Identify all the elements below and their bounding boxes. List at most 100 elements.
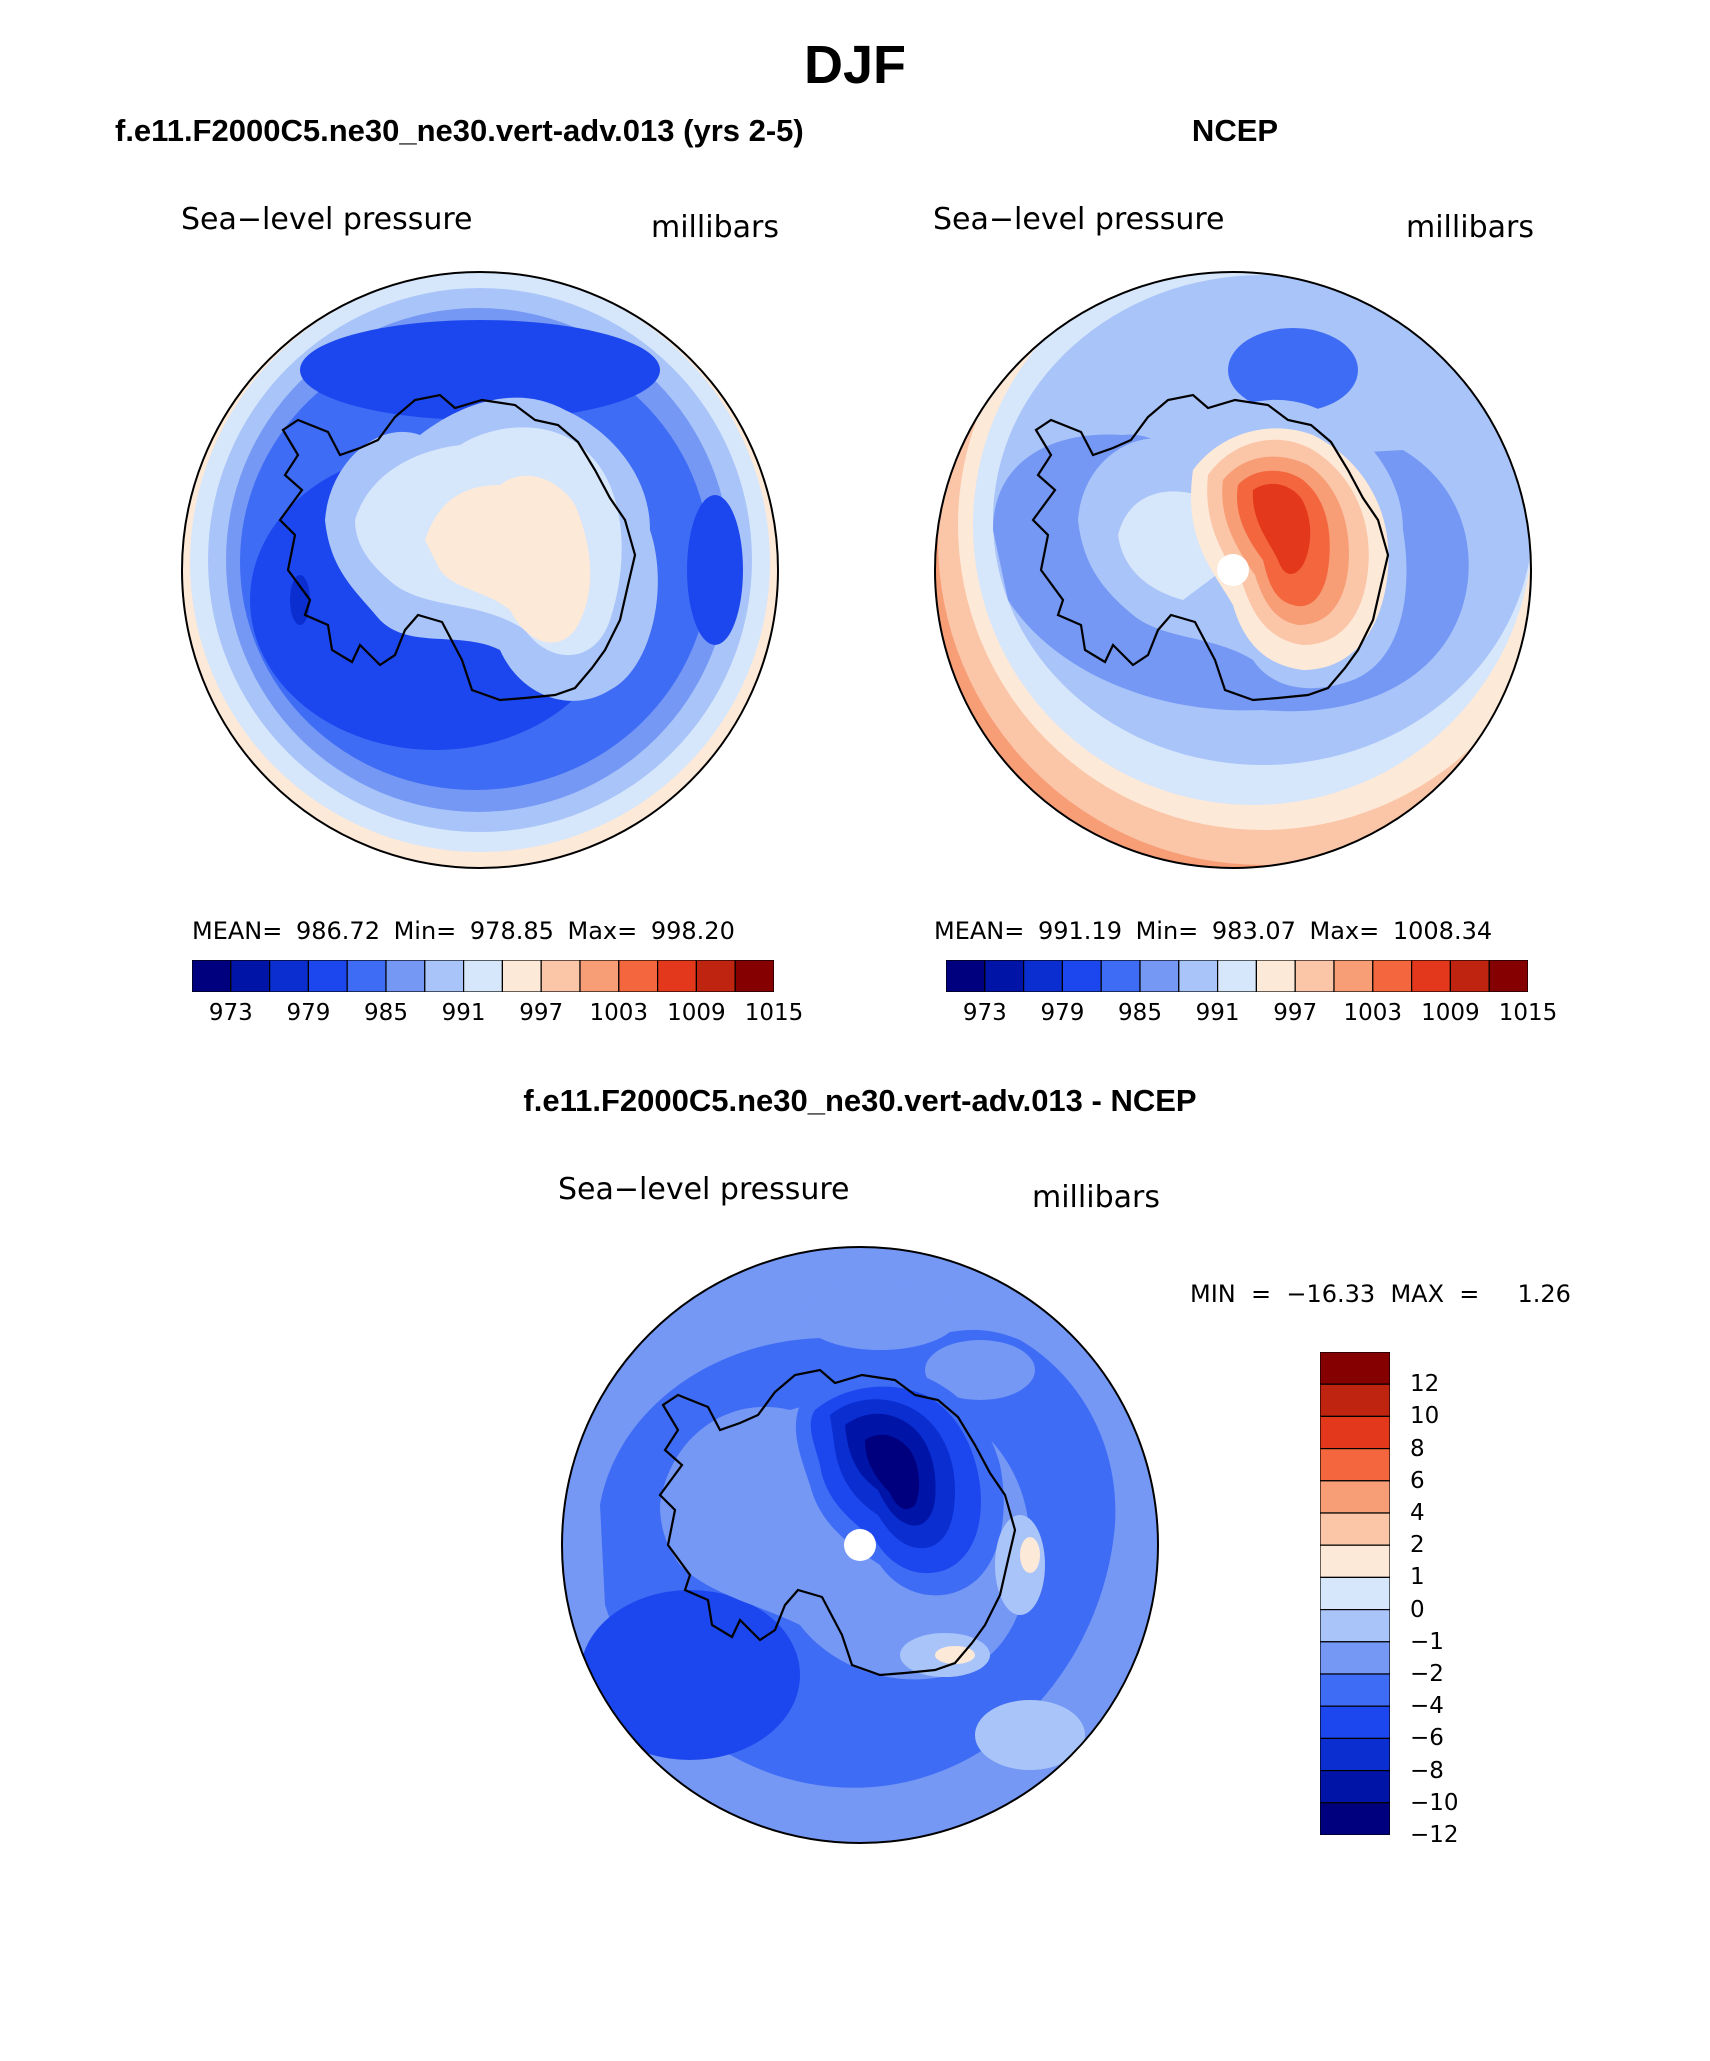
diff-colorbar-swatch: [1320, 1512, 1390, 1546]
obs-variable-label: Sea−level pressure: [933, 202, 1225, 237]
model-colorbar-swatches: [192, 960, 774, 992]
model-colorbar-swatch: [540, 960, 581, 992]
diff-colorbar-label: −8: [1410, 1757, 1444, 1784]
model-colorbar-swatch: [618, 960, 659, 992]
obs-high-core: [1252, 483, 1311, 575]
diff-colorbar-label: −1: [1410, 1628, 1444, 1655]
obs-colorbar-swatches: [946, 960, 1528, 992]
model-colorbar-swatch: [192, 960, 232, 992]
model-colorbar-swatch: [268, 960, 309, 992]
obs-colorbar-swatch: [1217, 960, 1258, 992]
diff-colorbar-swatch: [1320, 1641, 1390, 1675]
model-polar-map: [181, 271, 779, 869]
diff-pole-marker: [844, 1529, 876, 1561]
diff-colorbar-label: −10: [1410, 1789, 1459, 1816]
obs-stats: MEAN= 991.19 Min= 983.07 Max= 1008.34: [934, 917, 1493, 945]
diff-colorbar-label: −6: [1410, 1725, 1444, 1752]
obs-colorbar-swatch: [1488, 960, 1528, 992]
diff-weak-northeast: [925, 1340, 1035, 1400]
diff-colorbar-swatch: [1320, 1480, 1390, 1514]
diff-colorbar-swatch: [1320, 1544, 1390, 1578]
obs-colorbar-swatch: [984, 960, 1025, 992]
diff-colorbar-swatch: [1320, 1576, 1390, 1611]
diff-colorbar-label: 1: [1410, 1564, 1425, 1591]
model-map-border: [181, 271, 779, 869]
diff-panel-title: f.e11.F2000C5.ne30_ne30.vert-adv.013 - N…: [523, 1083, 1197, 1118]
diff-colorbar-swatch: [1320, 1352, 1390, 1385]
diff-positive-south: [935, 1646, 975, 1664]
model-colorbar-swatch: [346, 960, 387, 992]
diff-low-southwest: [580, 1590, 800, 1760]
model-colorbar-label: 997: [519, 1000, 564, 1026]
model-colorbar-swatch: [501, 960, 542, 992]
diff-colorbar-label: 12: [1410, 1371, 1440, 1398]
obs-colorbar-label: 1009: [1421, 1000, 1480, 1026]
diff-colorbar-label: −2: [1410, 1661, 1444, 1687]
diff-colorbar-swatch: [1320, 1737, 1390, 1772]
diff-colorbar-label: 2: [1410, 1532, 1425, 1559]
obs-colorbar-label: 991: [1195, 1000, 1240, 1026]
obs-low-north: [1228, 328, 1358, 412]
diff-colorbar-swatch: [1320, 1770, 1390, 1804]
page-title: DJF: [803, 35, 907, 95]
diff-colorbar-label: 10: [1410, 1403, 1440, 1430]
model-units-label: millibars: [651, 210, 779, 245]
diff-low-core: [865, 1434, 920, 1510]
diff-weak-north: [800, 1280, 960, 1350]
diff-colorbar-label: 8: [1410, 1435, 1425, 1462]
model-colorbar-label: 1009: [667, 1000, 726, 1026]
diff-colorbar-label: 4: [1410, 1500, 1425, 1526]
diff-colorbar: 12 10 8 6 4 2 1 0 −1 −2 −4 −6 −8 −10 −12: [1320, 1352, 1459, 1848]
model-low-north: [300, 320, 660, 420]
model-colorbar-swatch: [385, 960, 426, 992]
obs-colorbar-swatch: [1333, 960, 1374, 992]
obs-colorbar-swatch: [946, 960, 986, 992]
obs-colorbar-label: 1015: [1498, 1000, 1558, 1026]
model-colorbar-swatch: [695, 960, 736, 992]
diff-colorbar-swatch: [1320, 1415, 1390, 1450]
diff-colorbar-swatch: [1320, 1609, 1390, 1643]
obs-colorbar-swatch: [1449, 960, 1490, 992]
model-low-east: [687, 495, 743, 645]
model-colorbar-swatch: [734, 960, 774, 992]
model-colorbar-swatch: [307, 960, 348, 992]
obs-colorbar-label: 985: [1118, 1000, 1162, 1026]
diff-units-label: millibars: [1032, 1180, 1160, 1215]
diff-stats: MIN = −16.33 MAX = 1.26: [1190, 1280, 1571, 1308]
obs-colorbar-label: 979: [1040, 1000, 1085, 1026]
diff-colorbar-swatch: [1320, 1802, 1390, 1835]
obs-map-border: [934, 271, 1532, 869]
diff-colorbar-swatches: [1320, 1352, 1390, 1835]
diff-polar-map: [561, 1246, 1159, 1844]
diff-map-border: [561, 1246, 1159, 1844]
diff-weak-southeast: [975, 1700, 1085, 1770]
obs-colorbar-swatch: [1294, 960, 1335, 992]
diff-colorbar-swatch: [1320, 1673, 1390, 1707]
diff-colorbar-swatch: [1320, 1705, 1390, 1740]
obs-colorbar-label: 997: [1273, 1000, 1318, 1026]
model-colorbar-label: 973: [208, 1000, 253, 1026]
model-colorbar-swatch: [463, 960, 504, 992]
diff-colorbar-label: −4: [1410, 1693, 1444, 1720]
obs-coastline: [1031, 393, 1390, 702]
diff-colorbar-swatch: [1320, 1383, 1390, 1418]
model-stats: MEAN= 986.72 Min= 978.85 Max= 998.20: [192, 917, 735, 945]
obs-colorbar-swatch: [1411, 960, 1452, 992]
obs-colorbar-label: 973: [962, 1000, 1007, 1026]
model-variable-label: Sea−level pressure: [181, 202, 473, 237]
obs-colorbar-label: 1003: [1343, 1000, 1403, 1026]
obs-pole-marker: [1217, 554, 1249, 586]
diff-variable-label: Sea−level pressure: [558, 1172, 850, 1207]
model-panel-title: f.e11.F2000C5.ne30_ne30.vert-adv.013 (yr…: [115, 113, 804, 148]
obs-colorbar-swatch: [1100, 960, 1141, 992]
model-low-core: [290, 575, 310, 625]
model-colorbar-swatch: [424, 960, 465, 992]
model-colorbar-swatch: [230, 960, 271, 992]
model-colorbar-swatch: [657, 960, 698, 992]
model-colorbar-label: 1015: [744, 1000, 804, 1026]
model-colorbar-label: 985: [364, 1000, 408, 1026]
obs-colorbar-swatch: [1255, 960, 1296, 992]
diff-colorbar-label: −12: [1410, 1822, 1459, 1848]
diff-colorbar-label: 0: [1410, 1596, 1425, 1623]
diff-positive-east: [1020, 1537, 1040, 1573]
